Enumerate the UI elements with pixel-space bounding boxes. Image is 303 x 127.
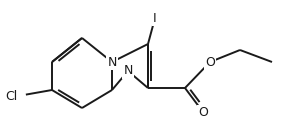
Text: N: N (107, 55, 117, 68)
Text: I: I (153, 12, 157, 25)
Text: N: N (123, 65, 133, 77)
Text: Cl: Cl (6, 90, 18, 102)
Text: O: O (198, 106, 208, 118)
Text: O: O (205, 55, 215, 68)
